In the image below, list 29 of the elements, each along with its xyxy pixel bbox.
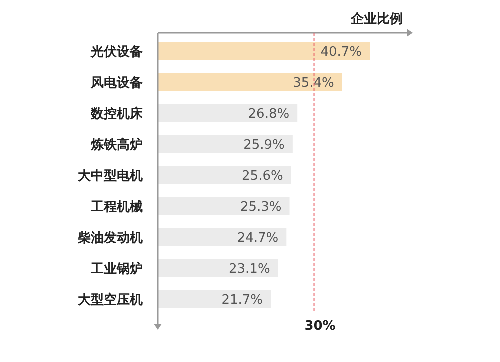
data-label: 21.7% xyxy=(222,293,264,308)
y-tick-label: 工业锅炉 xyxy=(90,261,143,277)
y-tick-label: 光伏设备 xyxy=(90,45,143,60)
y-tick-label: 工程机械 xyxy=(90,200,143,215)
x-axis-title: 企业比例 xyxy=(350,12,403,27)
y-tick-label: 数控机床 xyxy=(90,106,144,122)
data-label: 25.6% xyxy=(242,169,284,184)
bar xyxy=(158,259,278,277)
ref-line-label: 30% xyxy=(304,319,336,334)
data-label: 26.8% xyxy=(248,107,290,122)
y-tick-label: 炼铁高炉 xyxy=(90,137,143,153)
bar xyxy=(158,73,342,91)
y-tick-label: 柴油发动机 xyxy=(77,230,143,246)
data-label: 40.7% xyxy=(320,45,362,60)
bar xyxy=(158,228,287,246)
y-tick-label: 大型空压机 xyxy=(78,292,143,308)
data-label: 25.3% xyxy=(240,200,282,215)
bar xyxy=(158,104,298,122)
y-tick-label: 大中型电机 xyxy=(78,169,143,184)
data-label: 24.7% xyxy=(237,231,279,246)
data-label: 35.4% xyxy=(293,76,334,91)
bar xyxy=(158,135,293,153)
data-label: 25.9% xyxy=(244,138,285,153)
data-label: 23.1% xyxy=(229,262,270,277)
y-tick-label: 风电设备 xyxy=(90,76,143,91)
bar xyxy=(158,197,290,215)
bar xyxy=(158,42,370,60)
bar xyxy=(158,290,272,308)
bar xyxy=(158,166,292,184)
